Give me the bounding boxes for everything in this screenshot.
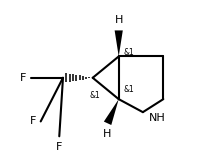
Text: F: F <box>56 142 62 152</box>
Text: F: F <box>20 73 26 83</box>
Text: NH: NH <box>148 113 165 123</box>
Polygon shape <box>104 99 119 125</box>
Text: &1: &1 <box>89 91 100 100</box>
Polygon shape <box>115 30 123 56</box>
Text: H: H <box>115 15 123 25</box>
Text: &1: &1 <box>123 85 134 94</box>
Text: F: F <box>30 116 36 126</box>
Text: H: H <box>102 129 111 139</box>
Text: &1: &1 <box>123 48 134 57</box>
